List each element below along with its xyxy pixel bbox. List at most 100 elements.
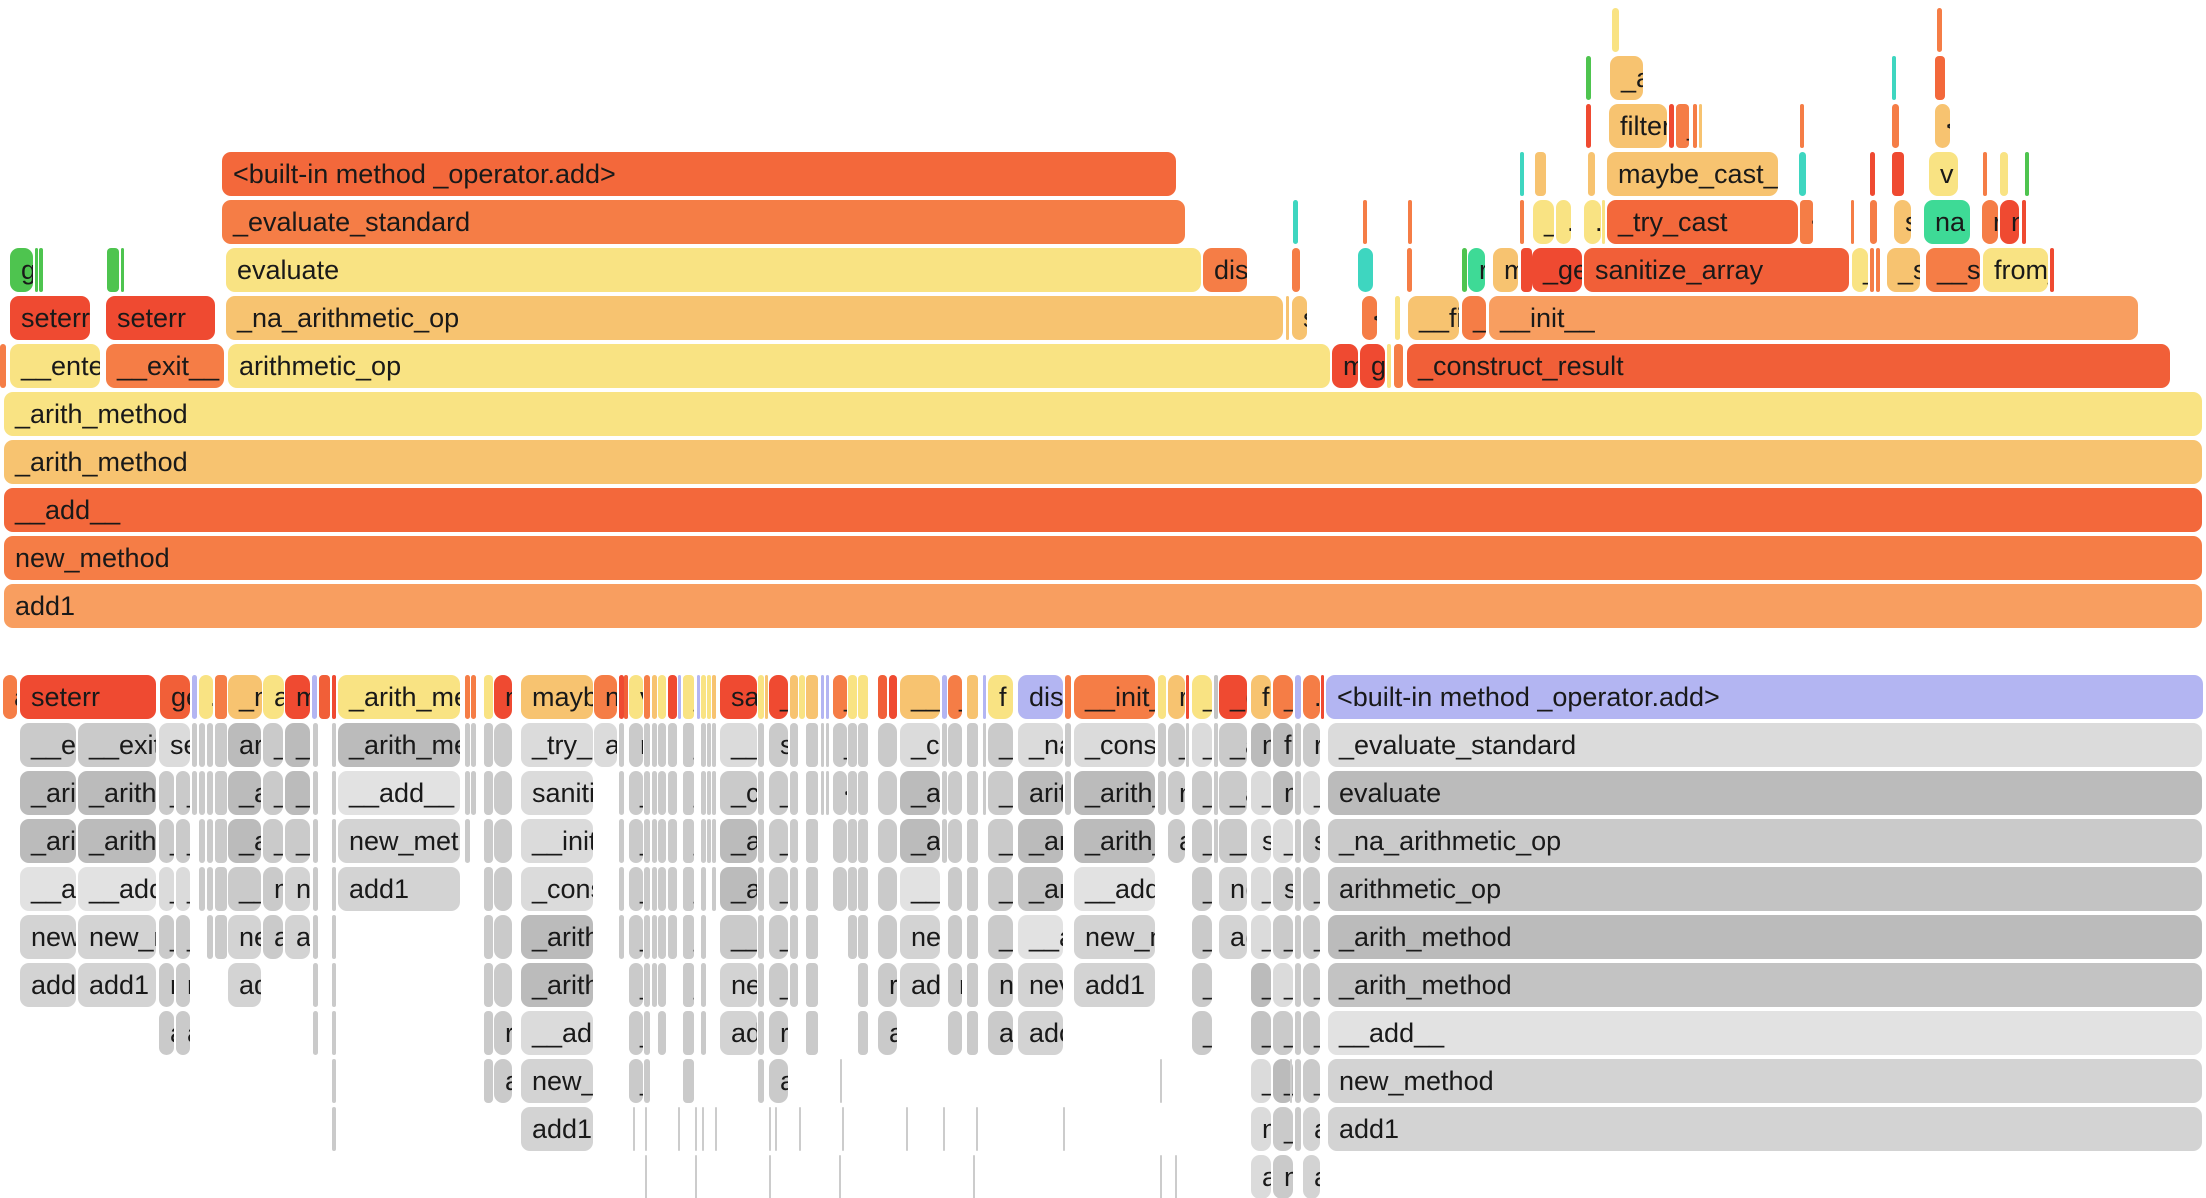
frame-bar[interactable]: add1 (521, 1107, 593, 1151)
frame-bar[interactable]: _ (1251, 915, 1271, 959)
frame-bar[interactable] (652, 723, 657, 767)
frame-bar[interactable]: . (848, 675, 857, 719)
frame-bar[interactable]: _ (988, 771, 1013, 815)
frame-bar[interactable]: _ (1192, 915, 1212, 959)
frame-bar[interactable]: _arith_ (1074, 819, 1155, 863)
frame-bar[interactable]: n( (1219, 867, 1247, 911)
frame-bar[interactable]: _ (1303, 771, 1320, 815)
frame-bar[interactable] (1295, 1059, 1301, 1103)
frame-bar[interactable]: disp (1018, 675, 1063, 719)
frame-bar[interactable]: n (263, 867, 283, 911)
frame-bar[interactable] (644, 819, 650, 863)
frame-bar[interactable] (878, 723, 897, 767)
frame-bar[interactable]: new_ (20, 915, 76, 959)
frame-bar[interactable] (1586, 56, 1591, 100)
frame-bar[interactable]: r (1982, 200, 1998, 244)
frame-bar[interactable]: _ (1303, 1011, 1320, 1055)
frame-bar[interactable] (948, 723, 962, 767)
frame-bar[interactable]: __adc (521, 1011, 593, 1055)
frame-bar[interactable] (948, 819, 962, 863)
frame-bar[interactable] (848, 819, 857, 863)
frame-bar[interactable] (471, 723, 476, 767)
frame-bar[interactable]: _n (228, 675, 262, 719)
frame-bar[interactable]: r (159, 963, 174, 1007)
frame-bar[interactable]: new_method (1328, 1059, 2202, 1103)
frame-bar[interactable]: r (1468, 248, 1485, 292)
frame-bar[interactable] (484, 771, 493, 815)
frame-bar[interactable]: a (3, 675, 17, 719)
frame-bar[interactable]: f (988, 675, 1013, 719)
frame-bar[interactable]: s (1292, 296, 1307, 340)
frame-bar[interactable]: _ (833, 675, 847, 719)
frame-bar[interactable] (484, 723, 493, 767)
frame-bar[interactable]: a (769, 1059, 788, 1103)
frame-bar[interactable]: _ (263, 723, 283, 767)
frame-bar[interactable]: _ (858, 867, 868, 911)
frame-bar[interactable]: ad (228, 963, 261, 1007)
frame-bar[interactable] (658, 1011, 666, 1055)
frame-bar[interactable] (619, 915, 624, 959)
frame-bar[interactable]: fi (1273, 723, 1293, 767)
frame-bar[interactable]: _na (1018, 723, 1063, 767)
frame-bar[interactable] (712, 867, 716, 911)
frame-bar[interactable] (1586, 104, 1591, 148)
frame-bar[interactable]: new_method (4, 536, 2202, 580)
frame-bar[interactable] (1295, 1011, 1301, 1055)
frame-bar[interactable]: _a (720, 819, 757, 863)
frame-bar[interactable] (199, 867, 205, 911)
frame-bar[interactable] (313, 819, 318, 863)
frame-bar[interactable] (1394, 344, 1403, 388)
frame-bar[interactable] (758, 1011, 764, 1055)
frame-bar[interactable]: < (1362, 296, 1377, 340)
frame-bar[interactable] (313, 771, 318, 815)
frame-bar[interactable]: _ar (1018, 819, 1063, 863)
frame-bar[interactable]: _arith (521, 915, 593, 959)
frame-bar[interactable]: _ (159, 771, 174, 815)
frame-bar[interactable]: a (758, 1059, 764, 1103)
frame-bar[interactable] (948, 1011, 962, 1055)
frame-bar[interactable]: n (1168, 771, 1185, 815)
frame-bar[interactable]: _ (629, 819, 643, 863)
frame-bar[interactable] (2000, 152, 2008, 196)
frame-bar[interactable] (790, 963, 798, 1007)
frame-bar[interactable]: __add_ (1074, 867, 1155, 911)
frame-bar[interactable]: _ (683, 819, 694, 863)
frame-bar[interactable] (652, 819, 657, 863)
frame-bar[interactable] (821, 771, 824, 815)
frame-sliver[interactable] (1290, 1059, 1292, 1103)
frame-bar[interactable] (0, 344, 6, 388)
frame-bar[interactable] (35, 248, 38, 292)
frame-bar[interactable]: nev (1018, 963, 1063, 1007)
frame-bar[interactable]: _ (1462, 296, 1486, 340)
frame-bar[interactable] (668, 723, 677, 767)
frame-bar[interactable]: _construct_result (1407, 344, 2170, 388)
selected-frame-bar[interactable]: <built-in method _operator.add> (1326, 675, 2203, 719)
frame-bar[interactable]: a (858, 1011, 868, 1055)
frame-bar[interactable] (707, 675, 711, 719)
frame-bar[interactable]: a (494, 1059, 512, 1103)
frame-bar[interactable]: _ (1303, 1059, 1320, 1103)
frame-bar[interactable]: n (988, 963, 1013, 1007)
frame-bar[interactable] (619, 771, 624, 815)
frame-sliver[interactable] (678, 1107, 680, 1151)
frame-bar[interactable]: ne (228, 915, 261, 959)
frame-bar[interactable]: _try_c (521, 723, 593, 767)
frame-bar[interactable] (644, 1059, 650, 1103)
frame-bar[interactable] (826, 771, 829, 815)
frame-bar[interactable]: _ (1303, 963, 1320, 1007)
frame-bar[interactable]: _ (1168, 723, 1185, 767)
frame-bar[interactable] (319, 675, 330, 719)
frame-bar[interactable]: __init_ (1074, 675, 1155, 719)
frame-bar[interactable]: . (1303, 675, 1320, 719)
frame-sliver[interactable] (715, 1107, 717, 1151)
frame-bar[interactable]: _ (769, 963, 788, 1007)
frame-bar[interactable] (697, 675, 700, 719)
frame-bar[interactable]: _ (176, 867, 190, 911)
frame-bar[interactable] (821, 675, 824, 719)
frame-bar[interactable]: add1 (338, 867, 460, 911)
frame-bar[interactable]: add1 (1074, 963, 1155, 1007)
frame-bar[interactable] (942, 675, 947, 719)
frame-bar[interactable] (701, 915, 706, 959)
frame-bar[interactable] (701, 867, 706, 911)
frame-bar[interactable] (658, 675, 666, 719)
